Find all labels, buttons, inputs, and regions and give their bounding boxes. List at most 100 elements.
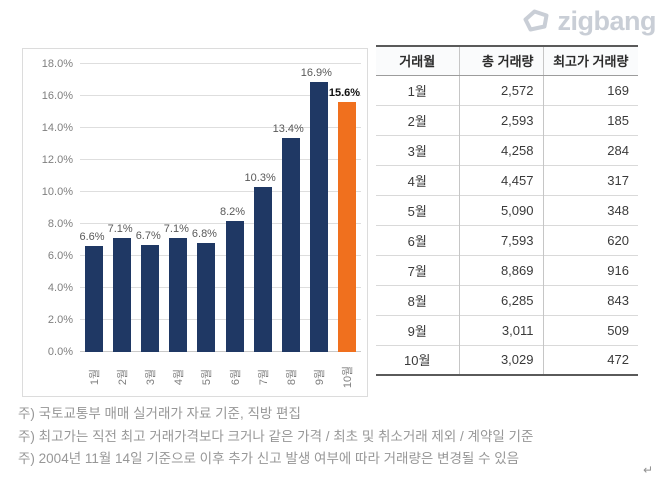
cell-highest-price-volume: 169: [607, 82, 629, 98]
x-axis-tick-label: 4월: [173, 368, 186, 386]
zigbang-logo-text: zigbang: [557, 6, 657, 36]
bar-value-label: 7.1%: [107, 223, 133, 236]
gridline: [80, 159, 361, 160]
y-axis-tick-label: 2.0%: [47, 314, 73, 326]
cell-total-volume: 7,593: [459, 224, 544, 255]
gridline: [80, 287, 361, 288]
bar-slot-4월: 7.1% 4월: [163, 64, 192, 385]
bar-value-label: 6.8%: [191, 228, 217, 241]
bar-slot-1월: 6.6% 1월: [80, 64, 108, 385]
bar-slot-7월: 10.3% 7월: [245, 64, 277, 385]
bar-slot-5월: 6.8% 5월: [191, 64, 220, 385]
gridline: [80, 223, 361, 224]
cell-total-volume: 3,029: [459, 344, 544, 376]
column-header-total-volume: 총 거래량: [459, 45, 544, 76]
bar-value-label: 15.6%: [328, 87, 361, 100]
x-axis-tick-label: 5월: [201, 368, 214, 386]
x-axis-tick-label: 1월: [89, 368, 102, 386]
cell-month: 7월: [376, 254, 460, 285]
bar-chart-panel: 0.0% 2.0% 4.0% 6.0% 8.0% 10.0% 12.0% 14.0% 16.0%…: [22, 48, 368, 397]
y-axis-tick-label: 10.0%: [41, 186, 73, 198]
bar-value-label: 6.7%: [135, 229, 161, 242]
bar-1월: [85, 246, 104, 352]
gridline: [80, 95, 361, 96]
table-row: 2월 2,593 185: [376, 104, 638, 135]
table-row: 7월 8,869 916: [376, 254, 638, 285]
y-axis-tick-label: 4.0%: [47, 282, 73, 294]
footnote-line: 주) 최고가는 직전 최고 거래가격보다 크거나 같은 가격 / 최초 및 취소…: [18, 428, 534, 444]
bar-value-label: 8.2%: [220, 205, 246, 218]
x-axis-line: [80, 351, 361, 352]
cell-month: 6월: [376, 224, 460, 255]
x-axis-tick-label: 9월: [313, 368, 326, 386]
bar-3월: [141, 244, 160, 352]
cell-month: 3월: [376, 134, 460, 165]
cell-month: 10월: [376, 344, 460, 376]
cell-total-volume: 2,572: [459, 75, 544, 105]
bar-slot-10월: 15.6% 10월: [329, 64, 361, 388]
cell-month: 8월: [376, 284, 460, 315]
bar-slot-6월: 8.2% 6월: [220, 64, 249, 385]
cell-highest-price-volume: 916: [543, 254, 638, 285]
x-axis-tick-label: 3월: [145, 368, 158, 386]
footnote-line: 주) 2004년 11월 14일 기준으로 이후 추가 신고 발생 여부에 따라…: [18, 451, 520, 466]
bar-6월: [225, 220, 244, 352]
cell-total-volume: 4,258: [459, 134, 544, 165]
cell-highest-price-volume: 620: [543, 224, 638, 255]
cell-highest-price-volume: 348: [543, 194, 638, 225]
table-row: 4월 4,457 317: [376, 164, 638, 195]
footnote-line: 주) 국토교통부 매매 실거래가 자료 기준, 직방 편집: [18, 406, 301, 421]
cell-month: 5월: [376, 194, 460, 225]
table-row: 3월 4,258 284: [376, 134, 638, 165]
x-axis-tick-label: 8월: [285, 368, 298, 386]
column-header-month: 거래월: [376, 45, 460, 76]
x-axis-tick-label: 7월: [257, 368, 270, 386]
bar-5월: [197, 243, 216, 352]
bar-10월: [337, 102, 356, 352]
bar-4월: [169, 238, 188, 352]
table-row: 9월 3,011 509: [376, 314, 638, 345]
cell-highest-price-volume: 509: [543, 314, 638, 345]
x-axis-tick-label: 6월: [229, 368, 242, 386]
cell-total-volume: 3,011: [459, 314, 544, 345]
y-axis-tick-label: 14.0%: [41, 122, 73, 134]
y-axis-tick-label: 12.0%: [41, 154, 73, 166]
bar-slot-3월: 6.7% 3월: [135, 64, 164, 385]
bar-value-label: 13.4%: [272, 122, 304, 135]
x-axis-tick-label: 10월: [341, 365, 354, 389]
cell-total-volume: 5,090: [459, 194, 544, 225]
cell-highest-price-volume: 185: [543, 104, 638, 135]
cell-total-volume: 6,285: [459, 284, 544, 315]
table-row: 1월 2,572 169: [376, 75, 638, 105]
table-row: 8월 6,285 843: [376, 284, 638, 315]
bar-slot-8월: 13.4% 8월: [273, 64, 305, 386]
bar-7월: [253, 187, 272, 352]
bar-slot-9월: 16.9% 9월: [301, 64, 333, 386]
zigbang-home-icon: [523, 9, 548, 32]
y-axis-tick-label: 6.0%: [47, 250, 73, 262]
cell-total-volume: 8,869: [459, 254, 544, 285]
cell-total-volume: 2,593: [459, 104, 544, 135]
gridline: [80, 255, 361, 256]
bar-8월: [281, 137, 300, 352]
y-axis-tick-label: 16.0%: [41, 90, 73, 102]
cell-month: 2월: [376, 104, 460, 135]
gridline: [80, 319, 361, 320]
bar-value-label: 16.9%: [300, 66, 332, 79]
y-axis-tick-label: 8.0%: [47, 218, 73, 230]
y-axis-tick-label: 18.0%: [41, 58, 73, 70]
monthly-trades-table: 거래월 총 거래량 최고가 거래량 1월 2,572 169 2월 2,593 185 3월…: [376, 45, 638, 376]
bar-slot-2월: 7.1% 2월: [107, 64, 136, 385]
table-row: 5월 5,090 348: [376, 194, 638, 225]
bar-value-label: 7.1%: [163, 223, 189, 236]
gridline: [80, 191, 361, 192]
cell-total-volume: 4,457: [459, 164, 544, 195]
cell-month: 1월: [376, 75, 460, 105]
cell-highest-price-volume: 317: [543, 164, 638, 195]
bar-9월: [309, 81, 328, 352]
cell-highest-price-volume: 284: [543, 134, 638, 165]
table-header-row: 거래월 총 거래량 최고가 거래량: [376, 45, 638, 76]
y-axis-tick-label: 0.0%: [47, 346, 73, 358]
